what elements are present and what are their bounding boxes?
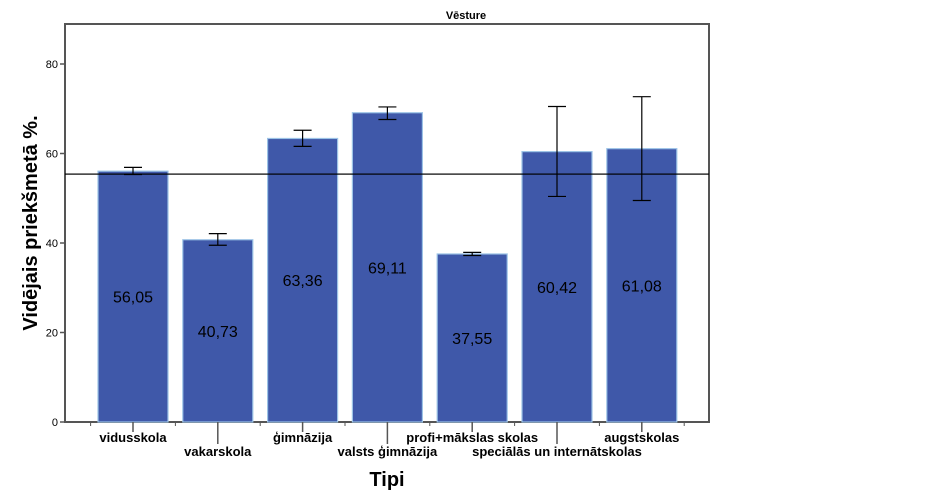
x-tick-label: vakarskola	[184, 444, 252, 459]
x-tick-label: ģimnāzija	[273, 430, 333, 445]
bar	[182, 239, 254, 423]
y-tick-label: 60	[46, 149, 58, 161]
x-tick-label: augstskolas	[604, 430, 679, 445]
bar	[351, 112, 423, 423]
x-tick-label: valsts ģimnāzija	[338, 444, 438, 459]
y-tick-label: 40	[46, 238, 58, 250]
data-label: 37,55	[452, 331, 492, 348]
data-label: 60,42	[537, 280, 577, 297]
data-label: 56,05	[113, 290, 153, 307]
x-axis-label: Tipi	[369, 469, 404, 491]
plot-area: 0 20 40 60 80 56,05 vidusskola 40,73 vakarskola 6…	[46, 23, 710, 459]
bar	[267, 137, 339, 423]
x-tick-label: profi+mākslas skolas	[406, 430, 538, 445]
bar	[436, 253, 508, 423]
x-tick-label: vidusskola	[99, 430, 167, 445]
y-tick-label: 80	[46, 59, 58, 71]
chart-title: Vēsture	[446, 10, 486, 22]
y-axis-label: Vidējais priekšmetā %.	[20, 115, 42, 330]
data-label: 40,73	[198, 324, 238, 341]
y-tick-label: 20	[46, 328, 58, 340]
x-tick-label: speciālās un internātskolas	[472, 444, 642, 459]
data-label: 61,08	[622, 278, 662, 295]
data-label: 69,11	[368, 260, 407, 277]
data-label: 63,36	[283, 273, 323, 290]
y-tick-label: 0	[52, 417, 58, 429]
